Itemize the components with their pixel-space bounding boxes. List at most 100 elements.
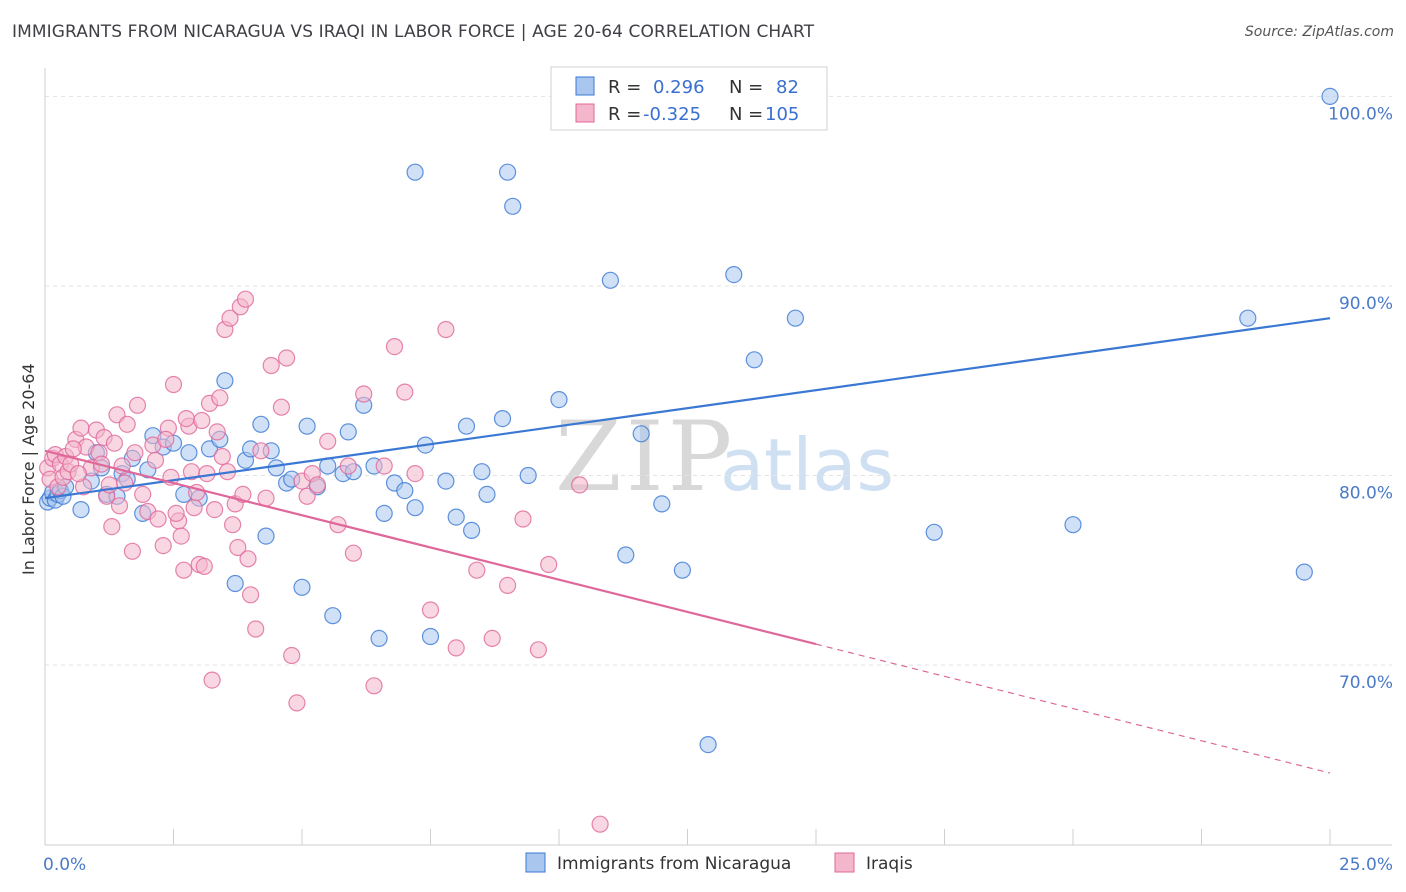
nicaragua-point [324, 607, 342, 625]
iraqis-point [339, 457, 357, 475]
nicaragua-point [473, 463, 491, 481]
nicaragua-point [396, 482, 414, 500]
iraqis-point [529, 641, 548, 659]
y-tick-label: 80.0% [1339, 483, 1393, 503]
iraqis-point [252, 442, 270, 460]
iraqis-point [283, 646, 301, 665]
nicaragua-point [617, 546, 635, 564]
iraqis-point [103, 517, 121, 536]
nicaragua-point [673, 561, 692, 579]
nicaragua-point [421, 627, 440, 646]
iraqis-point [514, 510, 532, 528]
iraqis-point [164, 375, 183, 394]
iraqis-point [172, 527, 190, 545]
iraqis-point [208, 423, 226, 441]
legend-r-label-2: R = [608, 104, 641, 125]
x-tick-labels: 0.0% 25.0% [43, 855, 1393, 875]
nicaragua-point [725, 266, 743, 284]
nicaragua-point [601, 271, 620, 289]
chart-source: Source: ZipAtlas.com [1244, 24, 1394, 40]
iraqis-point [154, 536, 172, 555]
nicaragua-point [370, 629, 388, 648]
iraqis-point [185, 499, 203, 517]
iraqis-point [229, 538, 247, 557]
iraqis-point [298, 487, 316, 505]
iraqis-point [146, 451, 165, 469]
iraqis-point [288, 694, 306, 712]
legend-n-label-2: N = [729, 104, 763, 125]
nicaragua-point [504, 197, 522, 215]
iraqis-point [110, 497, 129, 515]
trend-lines [44, 317, 1331, 774]
nicaragua-point [267, 459, 285, 477]
iraqis-point [308, 476, 326, 494]
nicaragua-point [1064, 516, 1082, 534]
nicaragua-point [257, 527, 275, 545]
bottom-legend-swatch-nicaragua [525, 852, 546, 873]
nicaragua-point [298, 417, 316, 435]
iraqis-point [540, 555, 558, 574]
iraqis-point [406, 465, 424, 483]
iraqis-point [134, 485, 152, 503]
iraqis-point [570, 476, 589, 494]
nicaragua-point [1321, 87, 1339, 106]
nicaragua-point [632, 425, 650, 443]
nicaragua-point [216, 372, 234, 390]
x-tick-label-max: 25.0% [1339, 855, 1393, 875]
iraqis-point [278, 349, 296, 367]
nicaragua-point [293, 578, 311, 596]
iraqis-point [128, 396, 147, 414]
iraqis-point [149, 510, 167, 528]
iraqis-point [157, 430, 175, 448]
watermark-atlas: atlas [720, 423, 894, 507]
nicaragua-point [252, 415, 270, 433]
iraqis-point [213, 447, 231, 466]
iraqis-point [193, 411, 211, 430]
iraqis-point [175, 561, 193, 579]
legend-r-value-2: -0.325 [643, 104, 701, 125]
iraqis-point [272, 398, 290, 416]
legend-n-value-1: 82 [776, 77, 799, 98]
iraqis-point [319, 432, 337, 450]
nicaragua-point [653, 495, 671, 513]
iraqis-point [206, 501, 224, 519]
iraqis-point [355, 385, 373, 403]
iraqis-point [72, 419, 90, 437]
nicaragua-point [447, 508, 465, 526]
iraqis-trend-line [44, 449, 817, 646]
iraqis-point [224, 516, 242, 534]
watermark-zip: ZIP [555, 401, 736, 513]
y-axis-label: In Labor Force | Age 20-64 [19, 363, 38, 575]
iraqis-point [69, 465, 88, 483]
nicaragua-point [406, 163, 424, 181]
iraqis-point [468, 561, 486, 579]
iraqis-point [105, 434, 124, 452]
iraqis-point [385, 338, 404, 356]
iraqis-point [211, 389, 229, 407]
nicaragua-point [925, 523, 943, 541]
legend-r-label-1: R = [608, 77, 641, 98]
legend-r-value-1: 0.296 [653, 77, 705, 98]
y-tick-labels: 70.0% 80.0% 90.0% 100.0% [1328, 104, 1393, 693]
nicaragua-point [478, 485, 496, 503]
nicaragua-point [1239, 309, 1257, 327]
nicaragua-point [786, 309, 805, 327]
grid-lines [45, 95, 1392, 666]
iraqis-point [447, 639, 465, 657]
legend-n-value-2: 105 [765, 104, 799, 125]
iraqis-point [421, 601, 440, 619]
iraqis-point [365, 677, 383, 695]
iraqis-point [247, 620, 265, 638]
y-tick-label: 90.0% [1339, 294, 1393, 314]
legend-n-label-1: N = [729, 77, 763, 98]
iraqis-point [437, 320, 455, 339]
nicaragua-point [745, 351, 763, 369]
nicaragua-point [1295, 563, 1313, 581]
iraqis-point [203, 671, 221, 689]
iraqis-trend-extension [815, 643, 1331, 774]
iraqis-point [167, 504, 185, 523]
iraqis-point [221, 309, 239, 327]
nicaragua-point [463, 521, 481, 540]
iraqis-point [64, 440, 82, 458]
